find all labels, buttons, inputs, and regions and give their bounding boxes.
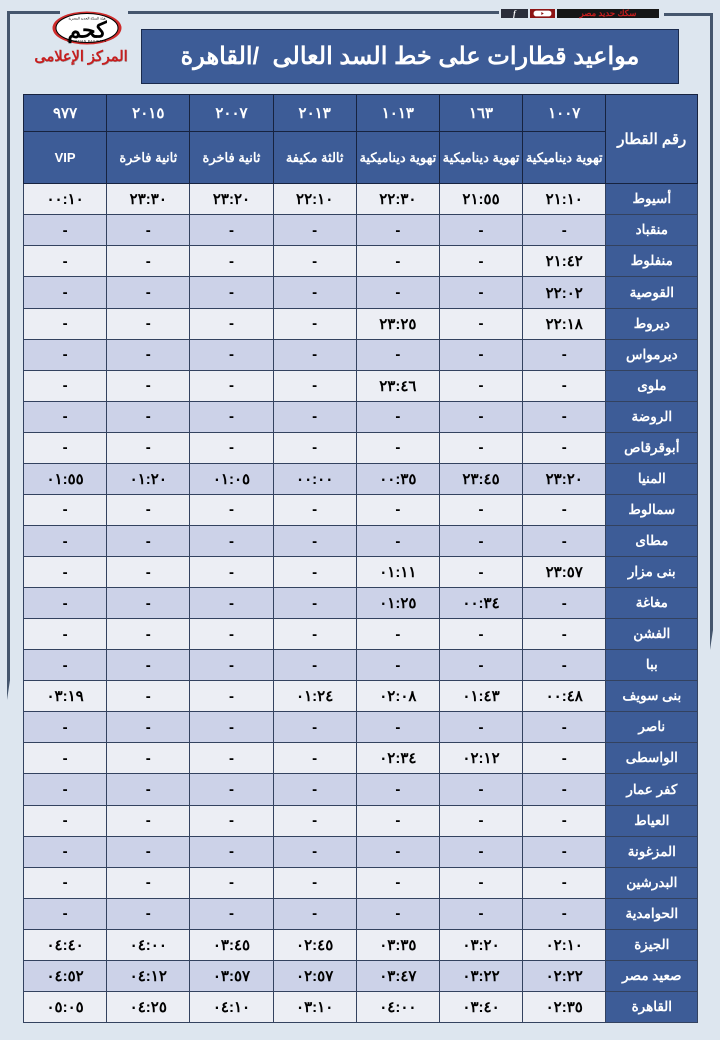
svg-text:EGYPTIAN RAILWAYS: EGYPTIAN RAILWAYS [67,39,106,43]
